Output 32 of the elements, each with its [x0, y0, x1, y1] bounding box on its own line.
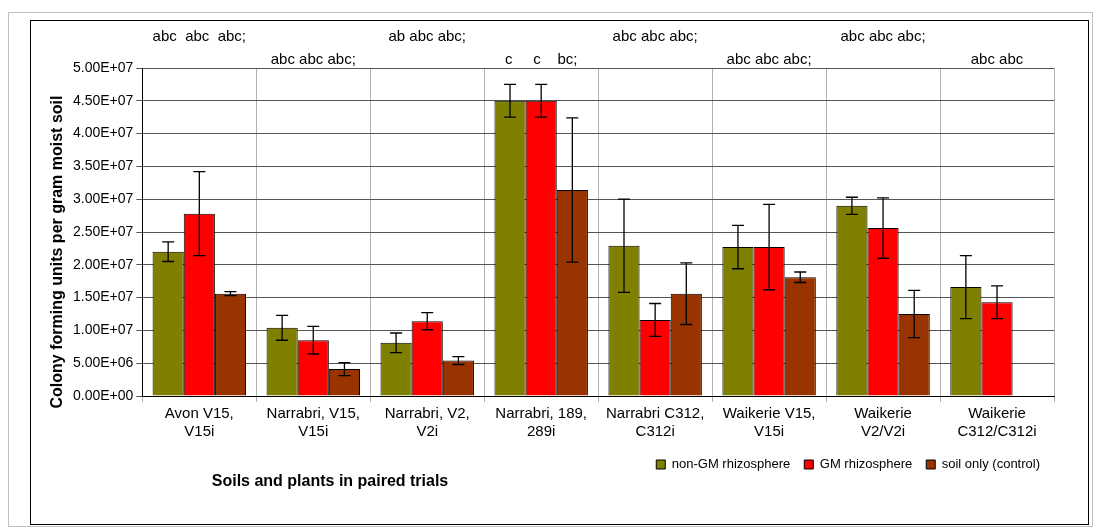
x-tick-label: Waikerie V15, V15i — [722, 404, 816, 440]
text: abc abc abc; — [726, 50, 812, 68]
y-tick-label: 3.50E+07 — [72, 157, 134, 174]
text: abc abc abc; — [270, 50, 356, 68]
y-tick-label: 5.00E+06 — [72, 354, 134, 371]
legend-label: non-GM rhizosphere — [671, 456, 791, 472]
text: abc abc — [970, 50, 1024, 68]
x-tick-label: Avon V15, V15i — [164, 404, 234, 440]
x-tick-label: Narrabri, 189, 289i — [495, 404, 588, 440]
x-tick-label: Waikerie V2/V2i — [854, 404, 912, 440]
text: ab abc abc; — [388, 27, 467, 45]
x-tick-label: Waikerie C312/C312i — [957, 404, 1037, 440]
y-tick-label: 1.50E+07 — [72, 288, 134, 305]
text: abc abc abc; — [840, 27, 926, 45]
x-tick-label: Narrabri C312, C312i — [605, 404, 705, 440]
x-tick-label: Narrabri, V15, V15i — [266, 404, 360, 440]
y-tick-label: 1.00E+07 — [72, 321, 134, 338]
y-tick-label: 3.00E+07 — [72, 190, 134, 207]
x-tick-label: Narrabri, V2, V2i — [384, 404, 470, 440]
x-axis-title: Soils and plants in paired trials — [211, 472, 449, 490]
text: c c bc; — [504, 50, 578, 68]
legend-label: GM rhizosphere — [819, 456, 913, 472]
y-tick-label: 2.00E+07 — [72, 255, 134, 272]
y-tick-label: 2.50E+07 — [72, 222, 134, 239]
y-axis-title: Colony forming units per gram moist soil — [48, 95, 66, 409]
y-tick-label: 4.00E+07 — [72, 124, 134, 141]
y-tick-label: 4.50E+07 — [72, 91, 134, 108]
text: abc abc abc; — [612, 27, 698, 45]
y-tick-label: 5.00E+07 — [72, 58, 134, 75]
y-tick-label: 0.00E+00 — [72, 386, 134, 403]
text: abc abc abc; — [152, 27, 247, 45]
legend-label: soil only (control) — [941, 456, 1041, 472]
